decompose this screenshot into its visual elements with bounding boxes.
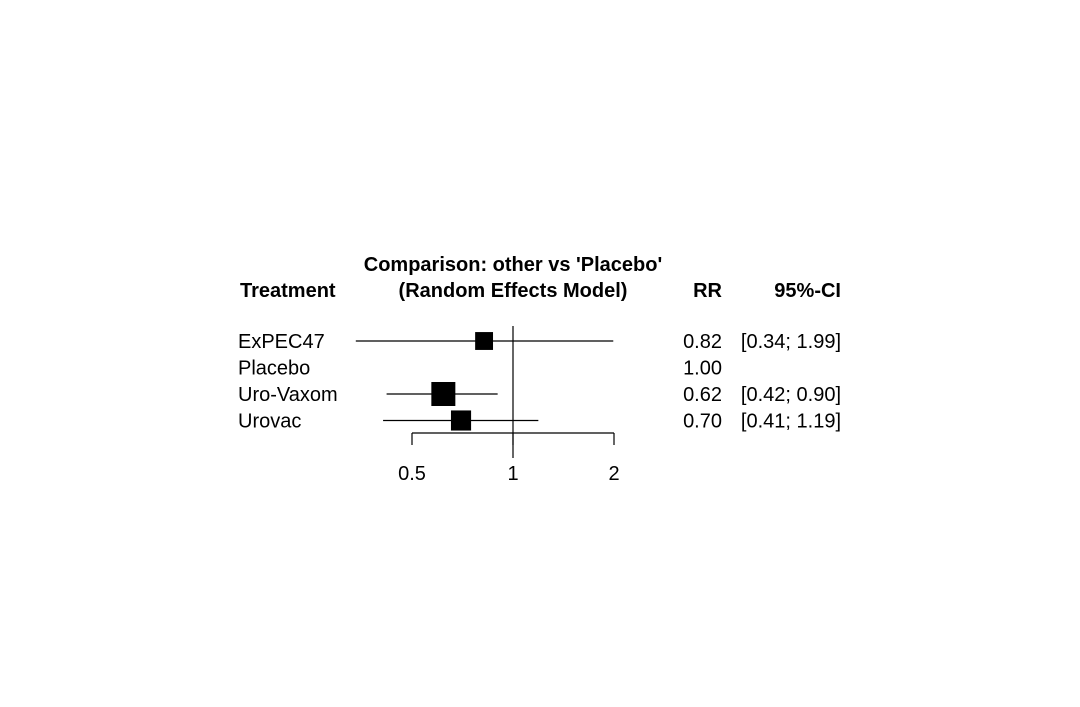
row-rr-value: 0.62: [683, 384, 722, 406]
row-ci-value: [0.42; 0.90]: [741, 384, 841, 406]
row-treatment-label: Placebo: [238, 358, 310, 380]
x-tick-label: 0.5: [398, 463, 426, 485]
row-ci-value: [0.34; 1.99]: [741, 331, 841, 353]
chart-title: Comparison: other vs 'Placebo': [364, 254, 662, 276]
plot-marks: 0.5 1 2 ExPEC47 0.82 [0.34; 1.99] Placebo 1.00 U…: [238, 326, 841, 485]
row-rr-value: 1.00: [683, 358, 722, 380]
row-rr-value: 0.70: [683, 411, 722, 433]
row-ci-value: [0.41; 1.19]: [741, 411, 841, 433]
chart-subtitle: (Random Effects Model): [399, 280, 628, 302]
x-tick-label: 1: [507, 463, 518, 485]
ci-column-header: 95%-CI: [774, 280, 841, 302]
row-rr-value: 0.82: [683, 331, 722, 353]
row-treatment-label: ExPEC47: [238, 331, 325, 353]
treatment-column-header: Treatment: [240, 280, 336, 302]
row-treatment-label: Uro-Vaxom: [238, 384, 338, 406]
x-tick-label: 2: [608, 463, 619, 485]
point-estimate-square: [431, 382, 456, 406]
row-treatment-label: Urovac: [238, 411, 301, 433]
point-estimate-square: [475, 332, 494, 350]
rr-column-header: RR: [693, 280, 722, 302]
point-estimate-square: [450, 410, 472, 431]
